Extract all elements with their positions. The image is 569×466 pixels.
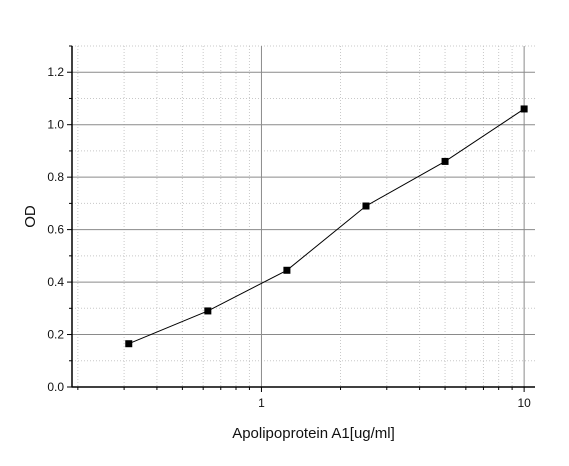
y-tick-label: 0.4 [47, 275, 64, 289]
x-tick-label: 10 [517, 396, 531, 410]
x-axis-label: Apolipoprotein A1[ug/ml] [232, 425, 395, 442]
y-tick-label: 1.2 [47, 65, 64, 79]
y-axis-label: OD [22, 205, 39, 228]
y-tick-label: 0.0 [47, 380, 64, 394]
series-line [128, 108, 525, 345]
data-point [362, 202, 370, 210]
axis-labels: Apolipoprotein A1[ug/ml] OD [22, 205, 395, 442]
y-tick-label: 1.0 [47, 118, 64, 132]
x-tick-label: 1 [258, 396, 265, 410]
data-point [204, 307, 212, 315]
y-tick-label: 0.6 [47, 223, 64, 237]
y-tick-label: 0.8 [47, 170, 64, 184]
axes: 0.0 0.2 0.4 0.6 0.8 1.0 1.2 1 10 [47, 45, 535, 410]
data-point [520, 105, 528, 113]
data-point [441, 157, 449, 165]
grid [72, 45, 535, 387]
y-tick-label: 0.2 [47, 328, 64, 342]
data-point [125, 340, 133, 348]
series [125, 105, 528, 348]
data-point [283, 266, 291, 274]
